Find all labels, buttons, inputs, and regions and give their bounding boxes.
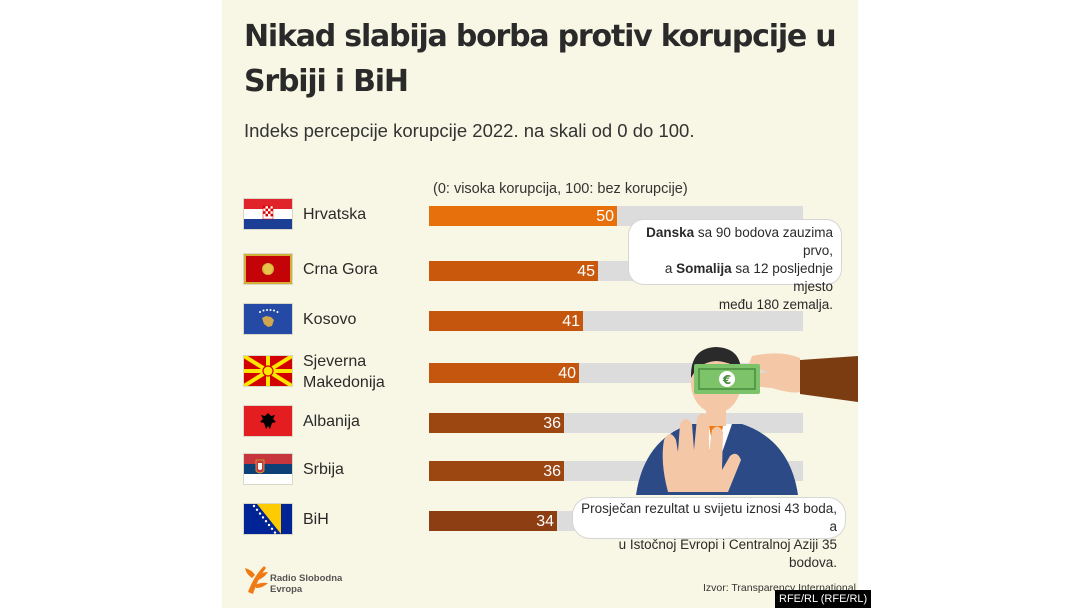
photo-credit: RFE/RL (RFE/RL) [775, 590, 872, 608]
country-label-line: Hrvatska [303, 206, 367, 223]
brand-line-1: Radio Slobodna [270, 573, 343, 584]
country-label-line: Kosovo [303, 311, 357, 328]
bar-value-label: 36 [543, 463, 561, 480]
montenegro-flag [244, 254, 292, 284]
brand-name: Radio Slobodna Evropa [270, 573, 350, 595]
annotation-top-bold-1: Danska [646, 225, 695, 240]
bih-flag [244, 504, 292, 534]
albania-flag [244, 406, 292, 436]
annotation-top-bold-2: Somalija [676, 261, 732, 276]
country-label-line: Srbija [303, 461, 344, 478]
bar-value-label: 41 [562, 313, 580, 330]
bar [429, 363, 579, 383]
chart-subtitle: Indeks percepcije korupcije 2022. na ska… [244, 120, 695, 141]
annotation-bottom-text-1: Prosječan rezultat u svijetu iznosi 43 b… [581, 501, 837, 534]
kosovo-flag [244, 304, 292, 334]
brand-line-2: Evropa [270, 584, 303, 595]
bar-value-label: 50 [596, 208, 614, 225]
scale-note: (0: visoka korupcija, 100: bez korupcije… [433, 181, 688, 197]
country-label-line: BiH [303, 511, 329, 528]
bar [429, 206, 617, 226]
bar [429, 261, 598, 281]
country-label: Hrvatska [303, 204, 366, 225]
bar-value-label: 36 [543, 415, 561, 432]
annotation-top-text-2a: a [664, 261, 677, 276]
bar [429, 311, 583, 331]
bar [429, 461, 564, 481]
bar [429, 511, 557, 531]
country-label-line: Sjeverna [303, 353, 367, 370]
annotation-bottom-text-2: u Istočnoj Evropi i Centralnoj Aziji 35 … [618, 537, 837, 570]
annotation-bottom: Prosječan rezultat u svijetu iznosi 43 b… [572, 497, 846, 570]
serbia-flag [244, 454, 292, 484]
country-label: BiH [303, 509, 329, 530]
annotation-top-text-1: sa 90 bodova zauzima prvo, [694, 225, 833, 258]
north-macedonia-flag [242, 354, 294, 388]
country-label: Kosovo [303, 309, 356, 330]
bar [429, 413, 564, 433]
rse-logo-icon [245, 566, 268, 594]
bar-value-label: 40 [558, 365, 576, 382]
country-label: Sjeverna Makedonija [303, 351, 385, 393]
country-label: Srbija [303, 459, 344, 480]
croatia-flag [244, 199, 292, 229]
country-label: Crna Gora [303, 259, 378, 280]
annotation-top-text-2b: sa 12 posljednje mjesto [731, 261, 833, 294]
bar-value-label: 45 [577, 263, 595, 280]
bar-value-label: 34 [536, 513, 554, 530]
annotation-top: Danska sa 90 bodova zauzima prvo, a Soma… [628, 219, 842, 312]
annotation-top-text-3: među 180 zemalja. [718, 297, 833, 312]
country-label-line: Makedonija [303, 374, 385, 391]
country-label-line: Albanija [303, 413, 360, 430]
chart-title: Nikad slabija borba protiv korupcije u S… [244, 19, 837, 99]
country-label: Albanija [303, 411, 360, 432]
country-label-line: Crna Gora [303, 261, 378, 278]
